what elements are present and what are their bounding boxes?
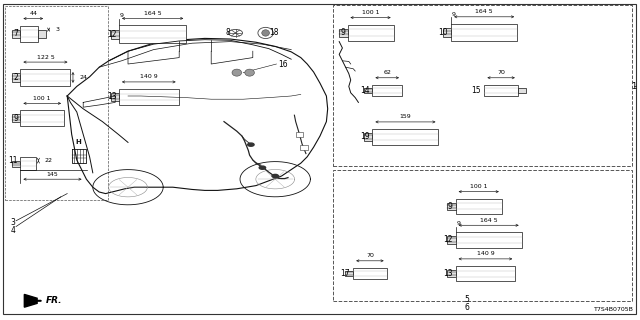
Bar [447, 203, 456, 210]
Bar [345, 271, 353, 276]
Text: 70: 70 [497, 70, 505, 75]
Bar [333, 170, 632, 301]
Text: 140 9: 140 9 [477, 251, 494, 256]
Text: 145: 145 [47, 172, 58, 177]
Bar [12, 30, 20, 38]
Text: 100 1: 100 1 [470, 184, 488, 189]
Bar [353, 268, 387, 279]
Bar [38, 30, 46, 38]
Text: 12: 12 [443, 236, 452, 244]
Text: 62: 62 [383, 70, 391, 75]
Text: 44: 44 [29, 11, 37, 16]
Circle shape [259, 166, 266, 169]
Bar [20, 157, 36, 170]
Text: 3: 3 [10, 218, 15, 227]
Bar [12, 161, 20, 167]
Text: 9: 9 [120, 13, 124, 19]
Bar [119, 25, 186, 43]
Text: 9: 9 [456, 221, 460, 226]
Text: 164 5: 164 5 [144, 11, 161, 16]
Text: 13: 13 [443, 269, 452, 278]
Bar [12, 114, 20, 122]
Text: 9: 9 [13, 114, 18, 123]
Text: 9: 9 [447, 202, 452, 211]
Bar [339, 29, 348, 37]
Circle shape [248, 143, 254, 146]
Text: 14: 14 [360, 86, 370, 95]
Ellipse shape [244, 69, 255, 76]
Text: FR.: FR. [46, 296, 63, 305]
Text: 13: 13 [107, 92, 116, 101]
Text: 164 5: 164 5 [476, 9, 493, 14]
Bar [372, 129, 438, 145]
Text: 122 5: 122 5 [36, 54, 54, 60]
Text: 8: 8 [226, 28, 230, 36]
Bar [12, 73, 20, 82]
Bar [333, 5, 632, 166]
Text: 4: 4 [10, 226, 15, 235]
Ellipse shape [262, 30, 269, 36]
Text: 2: 2 [13, 73, 18, 82]
Polygon shape [24, 294, 37, 307]
Bar [456, 232, 522, 248]
Bar [20, 69, 70, 86]
Bar [5, 6, 108, 200]
Bar [20, 110, 64, 126]
Bar [447, 270, 456, 277]
Bar [443, 28, 451, 37]
Bar [348, 25, 394, 41]
Text: H: H [76, 140, 81, 145]
Text: 22: 22 [45, 158, 52, 163]
Bar [20, 26, 38, 42]
Bar [456, 266, 515, 281]
Bar [456, 199, 502, 214]
Text: 9: 9 [340, 28, 345, 37]
Text: 9: 9 [452, 12, 456, 17]
Text: 5: 5 [465, 295, 470, 304]
Bar [518, 88, 526, 93]
Text: 11: 11 [8, 156, 18, 165]
Circle shape [272, 174, 278, 178]
Bar [364, 133, 372, 141]
Bar [111, 93, 119, 101]
Text: T7S4B0705B: T7S4B0705B [594, 307, 634, 312]
Ellipse shape [232, 69, 242, 76]
Bar [111, 30, 119, 39]
Text: 17: 17 [340, 269, 350, 278]
Text: 140 9: 140 9 [140, 74, 157, 79]
Bar [447, 236, 456, 244]
Bar [119, 89, 179, 105]
Text: 3: 3 [55, 27, 59, 32]
Bar [364, 88, 372, 93]
Text: 19: 19 [360, 132, 370, 141]
Bar [451, 24, 517, 42]
Text: 100 1: 100 1 [33, 96, 51, 101]
Text: 12: 12 [107, 30, 116, 39]
Bar [300, 145, 308, 150]
Bar [296, 132, 303, 137]
Bar [484, 85, 518, 96]
Text: 164 5: 164 5 [480, 218, 497, 223]
Text: 70: 70 [366, 253, 374, 258]
Text: 1: 1 [631, 82, 636, 91]
Text: 6: 6 [465, 303, 470, 312]
Text: 7: 7 [13, 29, 18, 38]
Text: 16: 16 [278, 60, 288, 68]
Text: 100 1: 100 1 [362, 10, 380, 15]
Bar [372, 85, 402, 96]
Text: 18: 18 [269, 28, 278, 36]
Text: 10: 10 [438, 28, 448, 37]
Text: 159: 159 [399, 114, 412, 119]
Text: 15: 15 [472, 86, 481, 95]
Text: 24: 24 [79, 75, 87, 80]
